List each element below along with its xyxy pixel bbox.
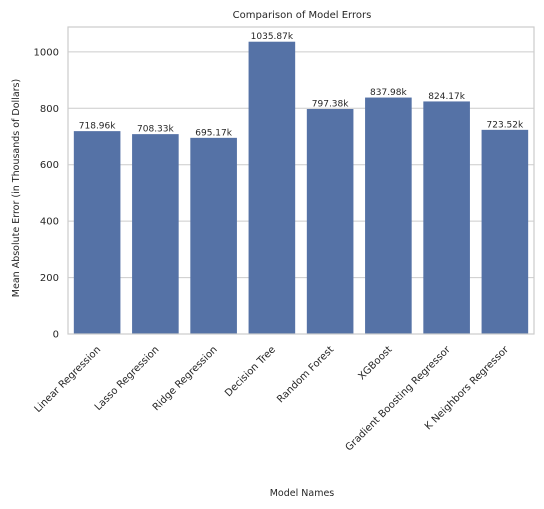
- bar-value-label: 824.17k: [428, 92, 465, 102]
- y-tick-label: 1000: [34, 47, 59, 58]
- x-tick-label: Random Forest: [275, 344, 336, 405]
- y-axis-label: Mean Absolute Error (in Thousands of Dol…: [11, 79, 22, 297]
- bar-value-label: 708.33k: [137, 125, 174, 135]
- bar-value-label: 718.96k: [79, 122, 116, 132]
- bar-value-label: 1035.87k: [251, 32, 294, 42]
- bar: [306, 109, 354, 334]
- x-tick-label: Decision Tree: [223, 344, 278, 399]
- chart-title: Comparison of Model Errors: [233, 10, 372, 21]
- y-tick-labels: 0 200 400 600 800 1000: [34, 47, 59, 340]
- x-tick-label: Ridge Regression: [151, 344, 220, 413]
- bar-value-label: 797.38k: [312, 100, 349, 110]
- bar: [190, 137, 237, 334]
- x-tick-label: Lasso Regression: [93, 344, 162, 413]
- bar: [365, 97, 412, 335]
- bar: [73, 131, 121, 334]
- bar: [423, 101, 470, 335]
- y-tick-label: 400: [40, 217, 59, 228]
- bar: [481, 129, 529, 334]
- plot-frame: [67, 26, 535, 335]
- y-tick-label: 0: [53, 330, 59, 341]
- bar: [132, 134, 179, 334]
- bar-value-label: 723.52k: [487, 120, 524, 130]
- y-tick-label: 600: [40, 160, 59, 171]
- bar: [248, 41, 296, 335]
- bar-value-label: 695.17k: [195, 128, 232, 138]
- bars: [73, 41, 529, 335]
- x-tick-label: Gradient Boosting Regressor: [344, 344, 454, 454]
- x-axis-label: Model Names: [270, 488, 335, 499]
- x-tick-label: XGBoost: [356, 344, 394, 382]
- y-tick-label: 200: [40, 273, 59, 284]
- bar-value-label: 837.98k: [370, 88, 407, 98]
- bar-value-labels: 718.96k 708.33k 695.17k 1035.87k 797.38k 837.…: [79, 32, 524, 138]
- y-tick-label: 800: [40, 104, 59, 115]
